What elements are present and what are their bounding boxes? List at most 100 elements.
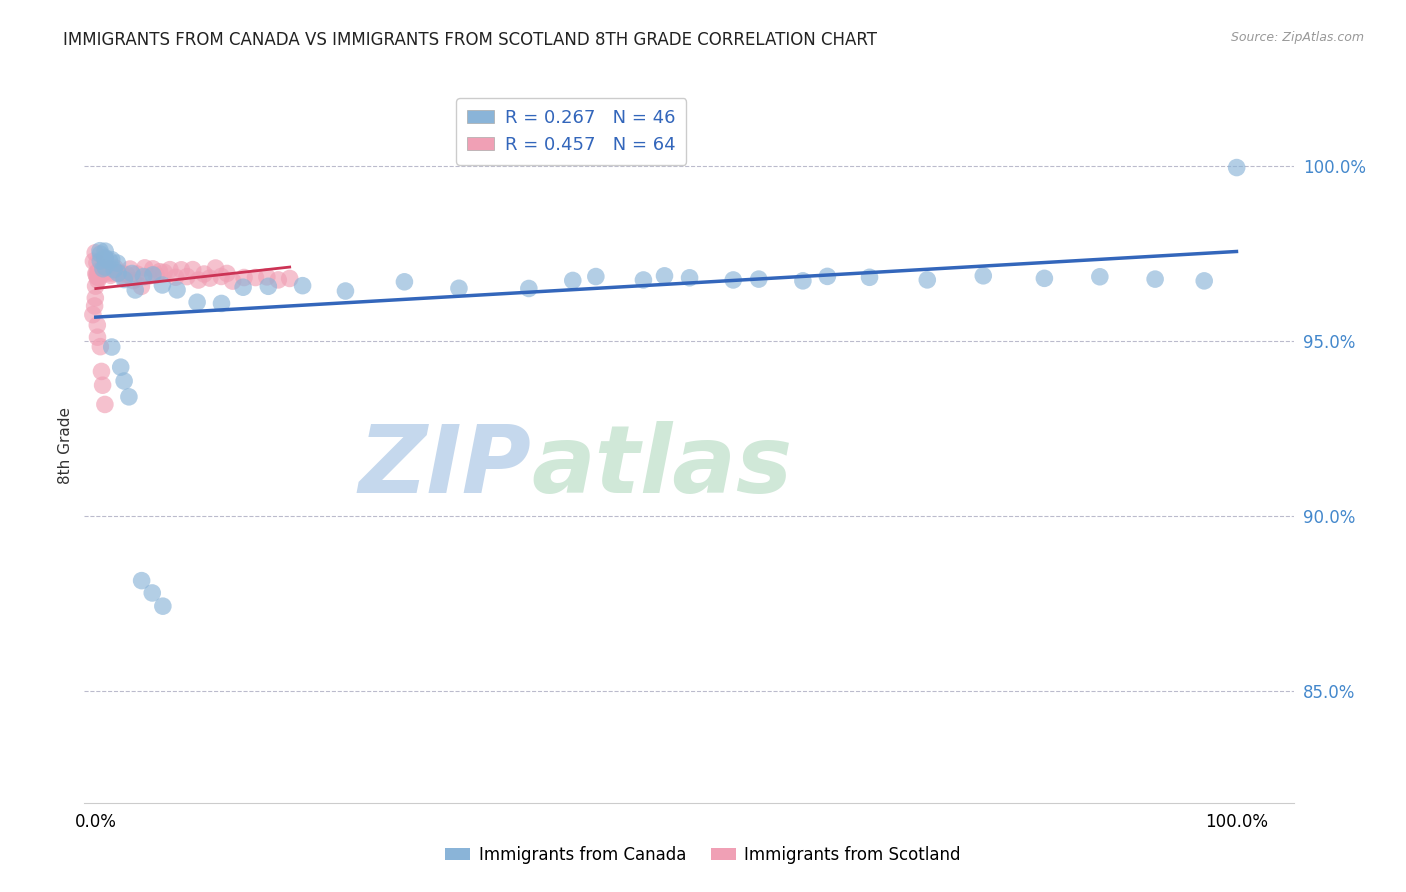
Immigrants from Scotland xyxy=(115,268,138,282)
Immigrants from Canada xyxy=(792,274,814,288)
Immigrants from Scotland xyxy=(153,265,176,279)
Immigrants from Scotland xyxy=(94,263,117,277)
Immigrants from Canada xyxy=(121,267,143,281)
Immigrants from Scotland xyxy=(89,340,111,354)
Immigrants from Scotland xyxy=(86,330,108,344)
Immigrants from Scotland xyxy=(86,318,108,332)
Immigrants from Canada xyxy=(112,374,135,388)
Immigrants from Canada xyxy=(517,281,540,295)
Immigrants from Canada xyxy=(232,280,254,294)
Immigrants from Scotland xyxy=(181,262,204,277)
Immigrants from Canada xyxy=(447,281,470,295)
Immigrants from Canada xyxy=(394,275,416,289)
Y-axis label: 8th Grade: 8th Grade xyxy=(58,408,73,484)
Immigrants from Canada xyxy=(917,273,939,287)
Immigrants from Scotland xyxy=(165,270,187,285)
Immigrants from Canada xyxy=(1033,271,1056,285)
Immigrants from Scotland xyxy=(122,274,145,288)
Immigrants from Scotland xyxy=(193,267,215,281)
Immigrants from Scotland xyxy=(245,270,267,285)
Immigrants from Scotland xyxy=(94,397,117,411)
Immigrants from Canada xyxy=(94,244,117,259)
Immigrants from Canada xyxy=(257,279,280,293)
Immigrants from Canada xyxy=(94,260,117,274)
Immigrants from Canada xyxy=(124,283,146,297)
Immigrants from Scotland xyxy=(100,268,122,283)
Immigrants from Scotland xyxy=(86,256,108,270)
Immigrants from Scotland xyxy=(98,261,121,276)
Immigrants from Scotland xyxy=(91,266,114,280)
Immigrants from Canada xyxy=(152,599,174,614)
Immigrants from Canada xyxy=(110,360,132,375)
Immigrants from Scotland xyxy=(97,262,120,277)
Immigrants from Canada xyxy=(142,268,165,282)
Immigrants from Canada xyxy=(166,283,188,297)
Immigrants from Scotland xyxy=(278,271,301,285)
Immigrants from Scotland xyxy=(145,268,167,282)
Text: atlas: atlas xyxy=(531,421,793,514)
Immigrants from Scotland xyxy=(187,273,209,287)
Immigrants from Canada xyxy=(585,269,607,284)
Immigrants from Scotland xyxy=(91,378,114,392)
Immigrants from Canada xyxy=(858,270,880,285)
Immigrants from Scotland xyxy=(256,269,278,284)
Immigrants from Scotland xyxy=(118,262,141,277)
Immigrants from Scotland xyxy=(267,273,290,287)
Immigrants from Canada xyxy=(1144,272,1167,286)
Immigrants from Scotland xyxy=(112,270,135,285)
Immigrants from Scotland xyxy=(84,245,107,260)
Immigrants from Scotland xyxy=(83,299,105,313)
Immigrants from Scotland xyxy=(84,267,107,281)
Immigrants from Canada xyxy=(107,256,129,270)
Immigrants from Canada xyxy=(141,586,163,600)
Immigrants from Scotland xyxy=(198,271,221,285)
Immigrants from Canada xyxy=(100,252,122,267)
Immigrants from Canada xyxy=(112,272,135,286)
Immigrants from Canada xyxy=(723,273,745,287)
Immigrants from Canada xyxy=(98,253,121,268)
Immigrants from Canada xyxy=(654,268,676,283)
Text: ZIP: ZIP xyxy=(359,421,531,514)
Immigrants from Canada xyxy=(89,244,111,258)
Immigrants from Scotland xyxy=(87,270,110,285)
Immigrants from Scotland xyxy=(84,291,107,305)
Immigrants from Canada xyxy=(103,262,125,277)
Immigrants from Canada xyxy=(94,252,117,266)
Immigrants from Scotland xyxy=(221,274,243,288)
Immigrants from Scotland xyxy=(125,267,148,281)
Legend: R = 0.267   N = 46, R = 0.457   N = 64: R = 0.267 N = 46, R = 0.457 N = 64 xyxy=(456,98,686,165)
Immigrants from Scotland xyxy=(159,262,181,277)
Immigrants from Scotland xyxy=(86,266,108,280)
Immigrants from Scotland xyxy=(93,266,115,280)
Immigrants from Scotland xyxy=(142,261,165,276)
Immigrants from Canada xyxy=(972,268,994,283)
Immigrants from Scotland xyxy=(90,267,112,281)
Immigrants from Scotland xyxy=(82,254,104,268)
Immigrants from Canada xyxy=(748,272,770,286)
Immigrants from Canada xyxy=(1192,274,1215,288)
Immigrants from Scotland xyxy=(104,260,127,275)
Immigrants from Canada xyxy=(150,277,173,292)
Immigrants from Canada xyxy=(291,278,314,293)
Immigrants from Scotland xyxy=(89,262,111,277)
Immigrants from Scotland xyxy=(233,270,256,285)
Immigrants from Scotland xyxy=(176,269,198,284)
Immigrants from Canada xyxy=(678,270,700,285)
Immigrants from Canada xyxy=(186,295,208,310)
Immigrants from Canada xyxy=(131,574,153,588)
Immigrants from Scotland xyxy=(111,267,134,281)
Immigrants from Scotland xyxy=(96,266,118,280)
Immigrants from Canada xyxy=(1226,161,1249,175)
Immigrants from Scotland xyxy=(209,269,232,284)
Immigrants from Canada xyxy=(89,247,111,261)
Immigrants from Scotland xyxy=(149,265,172,279)
Immigrants from Canada xyxy=(335,284,357,298)
Text: IMMIGRANTS FROM CANADA VS IMMIGRANTS FROM SCOTLAND 8TH GRADE CORRELATION CHART: IMMIGRANTS FROM CANADA VS IMMIGRANTS FRO… xyxy=(63,31,877,49)
Immigrants from Scotland xyxy=(134,260,156,275)
Immigrants from Canada xyxy=(211,296,233,310)
Immigrants from Scotland xyxy=(107,266,129,280)
Immigrants from Scotland xyxy=(82,308,104,322)
Immigrants from Canada xyxy=(561,273,583,287)
Text: Source: ZipAtlas.com: Source: ZipAtlas.com xyxy=(1230,31,1364,45)
Immigrants from Scotland xyxy=(87,265,110,279)
